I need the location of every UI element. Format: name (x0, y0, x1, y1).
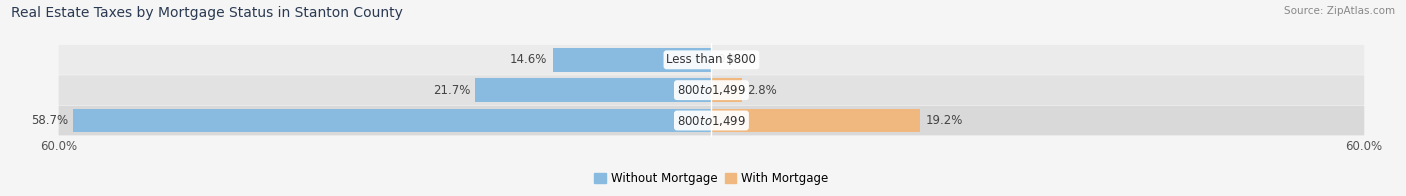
Text: 2.8%: 2.8% (748, 84, 778, 97)
Text: 21.7%: 21.7% (433, 84, 470, 97)
FancyBboxPatch shape (59, 45, 1364, 75)
FancyBboxPatch shape (59, 106, 1364, 135)
Text: $800 to $1,499: $800 to $1,499 (676, 83, 747, 97)
Text: 14.6%: 14.6% (510, 53, 547, 66)
Text: 58.7%: 58.7% (31, 114, 67, 127)
Text: Less than $800: Less than $800 (666, 53, 756, 66)
Bar (73, 109, 711, 132)
Text: Real Estate Taxes by Mortgage Status in Stanton County: Real Estate Taxes by Mortgage Status in … (11, 6, 404, 20)
Bar (475, 78, 711, 102)
Text: 0.0%: 0.0% (717, 53, 747, 66)
Bar (711, 109, 920, 132)
Text: Source: ZipAtlas.com: Source: ZipAtlas.com (1284, 6, 1395, 16)
Bar (553, 48, 711, 72)
Text: 19.2%: 19.2% (925, 114, 963, 127)
Text: $800 to $1,499: $800 to $1,499 (676, 113, 747, 128)
Bar (711, 78, 742, 102)
Legend: Without Mortgage, With Mortgage: Without Mortgage, With Mortgage (589, 167, 834, 190)
FancyBboxPatch shape (59, 75, 1364, 105)
